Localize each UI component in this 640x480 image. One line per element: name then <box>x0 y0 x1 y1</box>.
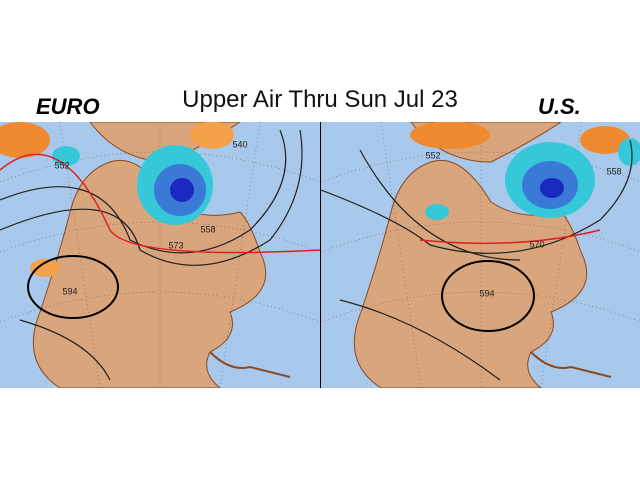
contour-label: 540 <box>232 139 247 149</box>
contour-label: 558 <box>200 224 215 234</box>
contour-label: 558 <box>606 166 621 176</box>
contour-label: 552 <box>54 160 69 170</box>
contour-label: 594 <box>62 286 77 296</box>
model-label: U.S. <box>538 94 581 119</box>
contour-label: 573 <box>168 240 183 250</box>
title: Upper Air Thru Sun Jul 23 <box>182 86 458 113</box>
model-label: EURO <box>36 94 100 119</box>
contour-label: 570 <box>529 239 544 249</box>
contour-label: 594 <box>479 288 494 298</box>
contour-label: 552 <box>425 150 440 160</box>
